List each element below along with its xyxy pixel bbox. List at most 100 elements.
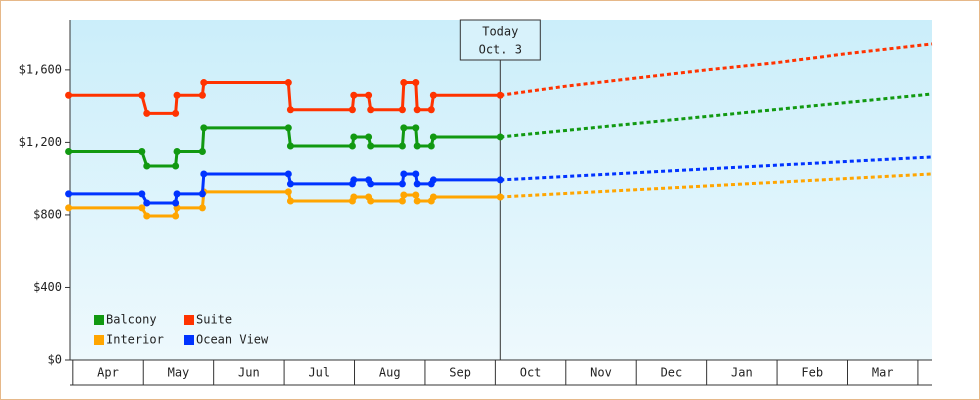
y-tick-label: $400 bbox=[33, 280, 62, 294]
point bbox=[172, 199, 180, 207]
x-tick-label: Jul bbox=[308, 366, 330, 380]
point bbox=[284, 124, 292, 132]
point bbox=[413, 106, 421, 114]
point bbox=[198, 190, 206, 198]
point bbox=[398, 106, 406, 114]
point bbox=[65, 91, 73, 99]
point bbox=[198, 91, 206, 99]
point bbox=[400, 170, 408, 178]
point bbox=[284, 188, 292, 196]
point bbox=[496, 133, 504, 141]
point bbox=[413, 197, 421, 205]
x-tick-label: Feb bbox=[801, 366, 823, 380]
point bbox=[198, 204, 206, 212]
point bbox=[286, 106, 294, 114]
today-label: Today bbox=[482, 25, 518, 39]
point bbox=[173, 91, 181, 99]
point bbox=[143, 199, 151, 207]
point bbox=[138, 147, 146, 155]
point bbox=[429, 193, 437, 201]
point bbox=[348, 142, 356, 150]
point bbox=[412, 79, 420, 87]
point bbox=[400, 124, 408, 132]
point bbox=[400, 191, 408, 199]
legend-swatch bbox=[184, 335, 194, 345]
x-tick-label: May bbox=[168, 366, 190, 380]
forecast-line bbox=[500, 172, 933, 199]
point bbox=[173, 190, 181, 198]
point bbox=[200, 79, 208, 87]
forecast-line bbox=[500, 42, 933, 97]
point bbox=[412, 124, 420, 132]
y-tick-label: $0 bbox=[48, 353, 62, 367]
point bbox=[143, 212, 151, 220]
legend-label: Ocean View bbox=[196, 333, 269, 347]
legend-swatch bbox=[94, 335, 104, 345]
point bbox=[350, 176, 358, 184]
x-tick-label: Oct bbox=[520, 366, 542, 380]
legend-label: Balcony bbox=[106, 313, 157, 327]
point bbox=[138, 190, 146, 198]
point bbox=[496, 193, 504, 201]
point bbox=[172, 212, 180, 220]
point bbox=[413, 142, 421, 150]
point bbox=[348, 106, 356, 114]
point bbox=[350, 193, 358, 201]
point bbox=[143, 162, 151, 170]
point bbox=[138, 204, 146, 212]
point bbox=[284, 170, 292, 178]
x-tick-label: Mar bbox=[872, 366, 894, 380]
point bbox=[172, 162, 180, 170]
point bbox=[138, 91, 146, 99]
point bbox=[427, 142, 435, 150]
x-tick-label: Aug bbox=[379, 366, 401, 380]
point bbox=[286, 180, 294, 188]
x-tick-label: Dec bbox=[661, 366, 683, 380]
legend-swatch bbox=[184, 315, 194, 325]
point bbox=[367, 180, 375, 188]
point bbox=[367, 142, 375, 150]
x-tick-label: Jan bbox=[731, 366, 753, 380]
point bbox=[284, 79, 292, 87]
point bbox=[429, 176, 437, 184]
point bbox=[350, 91, 358, 99]
x-tick-label: Nov bbox=[590, 366, 612, 380]
plot-area bbox=[70, 20, 932, 360]
x-tick-label: Jun bbox=[238, 366, 260, 380]
point bbox=[398, 142, 406, 150]
point bbox=[413, 180, 421, 188]
point bbox=[412, 191, 420, 199]
point bbox=[412, 170, 420, 178]
point bbox=[65, 190, 73, 198]
legend-swatch bbox=[94, 315, 104, 325]
point bbox=[143, 109, 151, 117]
y-tick-label: $1,200 bbox=[19, 135, 62, 149]
point bbox=[365, 133, 373, 141]
point bbox=[286, 197, 294, 205]
point bbox=[172, 109, 180, 117]
point bbox=[429, 91, 437, 99]
point bbox=[173, 147, 181, 155]
forecast-line bbox=[500, 155, 933, 182]
point bbox=[367, 106, 375, 114]
x-tick-label: Apr bbox=[97, 366, 119, 380]
today-label: Oct. 3 bbox=[479, 43, 522, 57]
point bbox=[200, 170, 208, 178]
point bbox=[65, 204, 73, 212]
point bbox=[398, 197, 406, 205]
point bbox=[365, 91, 373, 99]
y-tick-label: $1,600 bbox=[19, 62, 62, 76]
y-tick-label: $800 bbox=[33, 207, 62, 221]
legend-label: Interior bbox=[106, 333, 164, 347]
point bbox=[496, 91, 504, 99]
point bbox=[427, 106, 435, 114]
forecast-line bbox=[500, 92, 933, 139]
point bbox=[65, 147, 73, 155]
x-tick-label: Sep bbox=[449, 366, 471, 380]
legend-label: Suite bbox=[196, 313, 232, 327]
point bbox=[398, 180, 406, 188]
point bbox=[198, 147, 206, 155]
point bbox=[367, 197, 375, 205]
point bbox=[400, 79, 408, 87]
